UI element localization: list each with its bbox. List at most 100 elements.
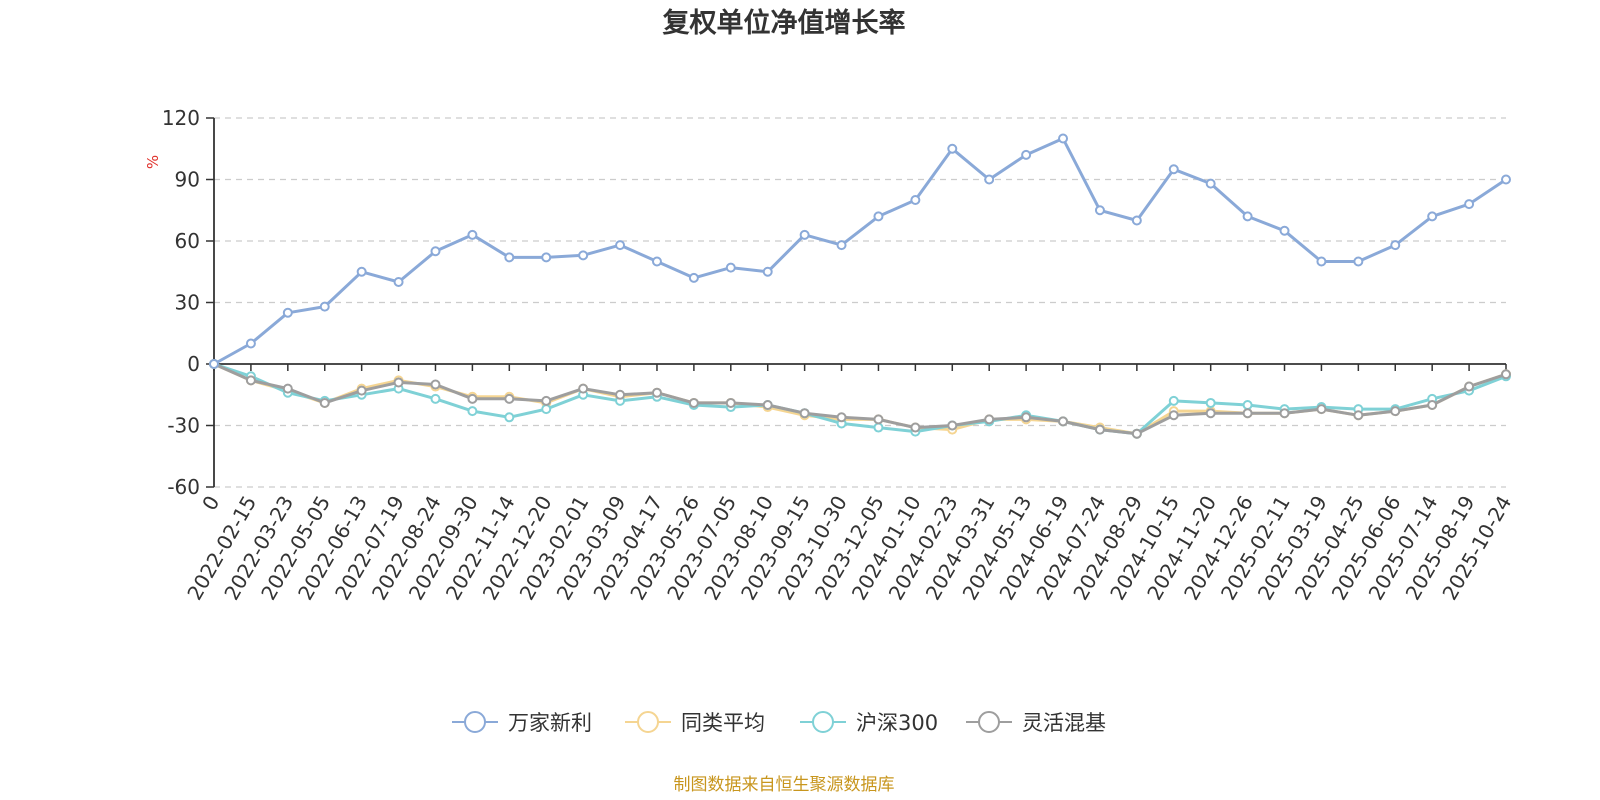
data-point (1058, 416, 1069, 427)
data-point (1058, 133, 1069, 144)
legend-label: 万家新利 (508, 711, 592, 735)
data-point (947, 420, 958, 431)
legend: 万家新利 同类平均 沪深300 灵活混基 (452, 711, 1106, 735)
data-point (1242, 400, 1253, 410)
data-point (762, 266, 773, 277)
data-point (836, 240, 847, 251)
data-point (1390, 240, 1401, 251)
data-point (1464, 381, 1475, 392)
data-point (356, 266, 367, 277)
legend-marker-circle (812, 711, 834, 733)
legend-marker-circle (978, 711, 1000, 733)
legend-label: 灵活混基 (1022, 711, 1106, 735)
data-point (282, 307, 293, 318)
chart-title: 复权单位净值增长率 (663, 7, 906, 39)
data-point (873, 414, 884, 425)
data-point (319, 397, 330, 408)
data-point (1021, 149, 1032, 160)
data-point (984, 414, 995, 425)
data-point (1501, 369, 1511, 380)
data-point (1131, 215, 1142, 226)
y-tick-label: 0 (187, 352, 200, 376)
y-tick-label: 90 (175, 168, 200, 192)
data-point (1168, 164, 1179, 175)
data-point (947, 143, 958, 154)
legend-item[interactable]: 沪深300 (800, 711, 938, 735)
data-point (688, 272, 699, 283)
data-point (651, 387, 662, 398)
data-point (873, 211, 884, 222)
legend-item[interactable]: 万家新利 (452, 711, 592, 735)
data-point (1021, 412, 1032, 423)
data-point (504, 412, 515, 423)
data-point (1094, 205, 1105, 216)
series-line (213, 362, 1507, 436)
data-point (615, 389, 626, 400)
data-point (393, 277, 404, 287)
data-point (541, 252, 552, 263)
data-point (393, 377, 404, 388)
series-line (213, 137, 1507, 366)
data-point (615, 240, 626, 251)
data-point (1353, 410, 1364, 421)
legend-item[interactable]: 同类平均 (625, 711, 765, 735)
data-point (762, 400, 773, 410)
data-point (725, 397, 736, 408)
data-point (799, 229, 810, 240)
data-point (1427, 211, 1438, 222)
data-point (430, 393, 441, 404)
data-point (836, 412, 847, 423)
data-point (910, 422, 921, 433)
data-point (430, 246, 441, 257)
y-axis-label: % (144, 155, 162, 169)
data-point (541, 404, 552, 415)
data-point (1131, 428, 1142, 439)
grid-lines (214, 117, 1506, 488)
data-point (1390, 406, 1401, 417)
data-point (1205, 178, 1216, 189)
y-tick-label: 30 (175, 291, 200, 315)
data-point (873, 422, 884, 433)
legend-label: 沪深300 (856, 711, 938, 735)
legend-marker-circle (464, 711, 486, 733)
data-point (504, 252, 515, 263)
data-point (1464, 199, 1475, 210)
data-point (430, 379, 441, 390)
data-point (504, 393, 515, 404)
data-point (467, 229, 478, 240)
data-point (467, 393, 478, 404)
x-tick-label: 0 (197, 492, 224, 515)
data-point (282, 383, 293, 394)
data-point (1316, 404, 1327, 415)
y-tick-label: 120 (162, 106, 200, 130)
data-point (1279, 225, 1290, 236)
data-point (984, 174, 995, 185)
data-point (1205, 408, 1216, 419)
data-point (910, 195, 921, 205)
legend-marker-circle (637, 711, 659, 733)
data-point (245, 375, 256, 386)
data-point (1168, 410, 1179, 421)
data-point (319, 301, 330, 312)
source-note: 制图数据来自恒生聚源数据库 (674, 775, 895, 795)
data-point (1168, 395, 1179, 406)
series-lines (209, 133, 1511, 439)
data-point (467, 406, 478, 417)
legend-label: 同类平均 (681, 711, 765, 735)
data-point (209, 359, 219, 369)
data-point (1427, 400, 1438, 410)
data-point (1353, 256, 1364, 267)
data-point (1205, 397, 1216, 408)
data-point (578, 383, 589, 394)
legend-item[interactable]: 灵活混基 (966, 711, 1106, 735)
data-point (1501, 174, 1511, 185)
series-line (213, 362, 1507, 436)
data-point (1094, 424, 1105, 435)
axes: -60-30030609012002022-02-152022-03-23202… (162, 106, 1517, 604)
data-point (1316, 256, 1327, 267)
y-tick-label: -60 (167, 475, 200, 499)
data-point (651, 256, 662, 267)
data-point (725, 262, 736, 273)
data-point (1242, 211, 1253, 222)
